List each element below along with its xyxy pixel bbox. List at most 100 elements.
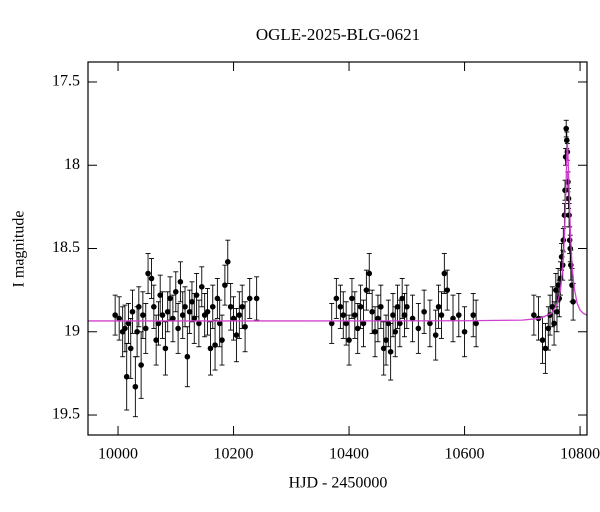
data-point	[246, 295, 253, 302]
data-point	[570, 298, 576, 305]
data-point	[346, 337, 352, 343]
data-point	[216, 320, 223, 327]
data-point	[204, 308, 211, 315]
data-point	[399, 295, 405, 302]
plot-frame	[87, 61, 588, 436]
data-point	[159, 312, 166, 318]
data-point	[253, 295, 260, 302]
data-point	[357, 303, 364, 310]
data-point	[461, 328, 468, 335]
data-point	[369, 308, 375, 315]
data-point	[441, 270, 448, 277]
data-point	[539, 337, 546, 343]
data-point	[116, 315, 122, 322]
data-point	[354, 325, 361, 332]
chart-title: OGLE-2025-BLG-0621	[256, 25, 420, 44]
data-point	[566, 212, 572, 218]
data-point	[352, 312, 358, 318]
data-point	[444, 287, 451, 293]
data-point	[112, 312, 118, 318]
data-point	[198, 283, 205, 290]
data-point	[328, 320, 335, 327]
data-point	[125, 320, 132, 327]
data-point	[473, 320, 479, 327]
y-tick-label: 18.5	[52, 239, 80, 256]
data-point	[242, 323, 248, 330]
data-point	[184, 353, 191, 360]
data-point	[392, 328, 399, 335]
data-point	[397, 320, 403, 327]
data-point	[401, 312, 408, 318]
data-point	[372, 328, 378, 335]
data-point	[209, 303, 216, 310]
data-point	[142, 325, 149, 332]
data-point	[378, 303, 384, 310]
y-axis-label: I magnitude	[11, 211, 28, 288]
data-point	[565, 195, 572, 202]
data-point	[551, 320, 557, 327]
data-point	[136, 303, 142, 310]
data-point	[189, 298, 195, 305]
data-point	[554, 308, 560, 315]
x-tick-label: 10400	[329, 446, 369, 463]
data-point	[333, 295, 340, 302]
x-tick-label: 10000	[98, 446, 138, 463]
data-point	[140, 312, 146, 318]
data-point	[129, 308, 136, 315]
x-tick-label: 10200	[214, 446, 254, 463]
data-point	[383, 337, 389, 343]
data-point	[162, 345, 169, 352]
data-point	[380, 345, 387, 352]
y-tick-label: 18	[64, 156, 80, 173]
data-point	[164, 308, 171, 315]
data-point	[167, 295, 173, 302]
data-point	[470, 312, 477, 318]
data-point	[145, 270, 151, 277]
data-point	[343, 320, 349, 327]
data-point	[563, 125, 570, 132]
data-point	[127, 345, 134, 352]
data-point	[387, 348, 394, 355]
data-point	[366, 270, 373, 277]
data-point	[151, 303, 157, 310]
data-point	[563, 137, 570, 144]
data-point	[349, 295, 355, 302]
data-point	[432, 332, 439, 338]
data-point	[560, 237, 567, 243]
data-point	[170, 315, 176, 322]
data-point	[155, 320, 162, 327]
data-point	[148, 275, 155, 282]
x-axis-label: HJD - 2450000	[289, 475, 388, 492]
data-point	[337, 303, 344, 310]
data-point	[375, 315, 381, 322]
data-point	[182, 303, 188, 310]
data-point	[177, 279, 184, 285]
data-point	[123, 373, 130, 380]
data-point	[566, 237, 573, 243]
data-point	[134, 328, 140, 335]
data-point	[531, 312, 537, 318]
data-point	[415, 325, 422, 332]
data-point	[157, 292, 163, 298]
data-point	[438, 312, 445, 318]
data-point	[138, 362, 144, 368]
data-point	[409, 315, 416, 322]
data-point	[363, 287, 370, 293]
data-point	[390, 312, 396, 318]
data-point	[455, 312, 462, 318]
data-point	[212, 342, 218, 348]
data-point	[172, 288, 179, 295]
data-point	[175, 325, 181, 332]
data-point	[236, 312, 243, 318]
data-point	[193, 292, 200, 298]
y-tick-label: 17.5	[52, 73, 80, 90]
data-point	[227, 303, 234, 310]
data-point	[179, 312, 186, 318]
data-point	[340, 312, 347, 318]
data-point	[207, 345, 214, 352]
model-curve	[88, 143, 587, 322]
data-point	[239, 303, 246, 310]
y-tick-label: 19.5	[52, 406, 80, 423]
data-point	[196, 320, 202, 327]
